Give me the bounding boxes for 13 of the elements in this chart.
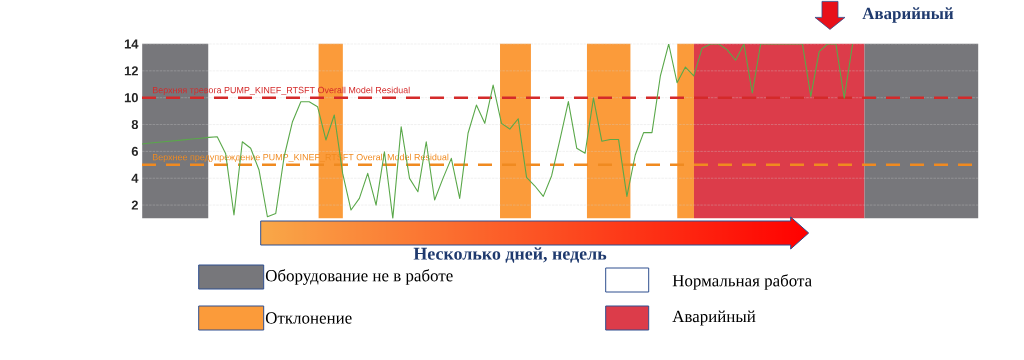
text: Оборудование не в работе bbox=[265, 269, 453, 285]
text: Отклонение bbox=[265, 312, 352, 324]
y-tick-label: 14 bbox=[124, 39, 139, 49]
y-tick-label: 8 bbox=[131, 119, 139, 130]
text: Нормальная работа bbox=[672, 274, 812, 290]
text: Аварийный bbox=[862, 7, 954, 23]
y-tick-label: 4 bbox=[131, 173, 139, 183]
y-tick-label: 6 bbox=[131, 146, 139, 156]
text: Несколько дней, недель bbox=[413, 247, 607, 263]
y-tick-label: 10 bbox=[124, 93, 138, 103]
y-tick-label: 12 bbox=[124, 66, 138, 76]
y-tick-label: 2 bbox=[131, 200, 138, 210]
text: Аварийный bbox=[672, 310, 756, 326]
